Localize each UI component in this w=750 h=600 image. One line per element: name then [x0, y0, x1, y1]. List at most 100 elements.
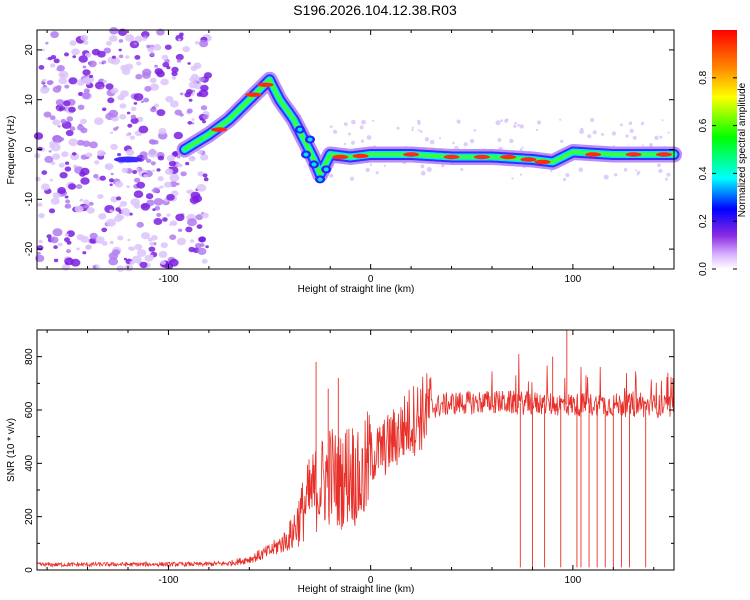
noise-speckle	[50, 31, 59, 39]
noise-speckle	[411, 128, 414, 132]
noise-speckle	[150, 161, 156, 166]
noise-speckle	[94, 160, 100, 165]
noise-speckle	[58, 107, 63, 111]
y-tick-label: 400	[24, 455, 35, 472]
noise-speckle	[66, 249, 71, 254]
noise-speckle	[559, 118, 562, 121]
noise-speckle	[68, 77, 78, 85]
spectrogram-xlabel: Height of straight line (km)	[298, 284, 415, 295]
noise-speckle	[154, 206, 161, 211]
y-tick-label: 600	[24, 401, 35, 418]
noise-speckle	[369, 163, 373, 166]
noise-speckle	[199, 117, 204, 121]
noise-speckle	[136, 181, 146, 189]
noise-speckle	[171, 76, 177, 80]
noise-speckle	[130, 114, 137, 120]
noise-speckle	[115, 207, 121, 212]
noise-speckle	[44, 155, 54, 164]
noise-speckle	[50, 197, 60, 205]
noise-speckle	[35, 254, 45, 263]
noise-speckle	[108, 35, 118, 42]
ridge-band	[317, 177, 323, 182]
y-tick-label: -20	[24, 241, 35, 256]
noise-speckle	[164, 44, 172, 50]
noise-speckle	[61, 151, 69, 158]
noise-speckle	[153, 198, 164, 206]
noise-speckle	[64, 52, 69, 57]
noise-speckle	[519, 173, 523, 176]
noise-speckle	[164, 181, 172, 188]
noise-speckle	[417, 129, 420, 132]
noise-speckle	[200, 105, 208, 111]
noise-speckle	[80, 34, 89, 41]
x-tick-label: 100	[565, 274, 582, 285]
noise-speckle	[57, 242, 63, 247]
noise-speckle	[579, 129, 584, 135]
noise-speckle	[196, 81, 200, 84]
noise-speckle	[133, 93, 144, 101]
noise-speckle	[57, 125, 61, 128]
noise-speckle	[460, 168, 464, 171]
noise-speckle	[126, 133, 131, 137]
noise-speckle	[110, 87, 119, 94]
noise-speckle	[46, 234, 52, 239]
noise-speckle	[174, 109, 183, 116]
noise-speckle	[200, 154, 209, 161]
noise-speckle	[578, 167, 584, 172]
noise-speckle	[101, 227, 108, 233]
noise-speckle	[134, 243, 143, 251]
noise-speckle	[611, 131, 617, 136]
noise-speckle	[41, 170, 48, 175]
noise-speckle	[197, 149, 203, 155]
noise-speckle	[372, 119, 375, 122]
noise-speckle	[157, 176, 164, 182]
ridge-peak	[332, 154, 349, 160]
noise-speckle	[110, 196, 118, 203]
noise-speckle	[48, 150, 52, 153]
noise-speckle	[654, 135, 659, 140]
ridge-band	[303, 152, 309, 157]
noise-speckle	[142, 155, 148, 160]
noise-speckle	[550, 169, 553, 172]
noise-speckle	[83, 205, 88, 209]
noise-speckle	[640, 121, 645, 126]
noise-speckle	[79, 171, 86, 177]
noise-speckle	[495, 120, 501, 126]
noise-speckle	[189, 76, 196, 82]
noise-speckle	[144, 85, 152, 92]
noise-speckle	[169, 234, 177, 240]
noise-speckle	[118, 48, 122, 52]
noise-speckle	[419, 130, 423, 133]
noise-speckle	[117, 153, 122, 157]
noise-speckle	[329, 173, 334, 178]
noise-speckle	[664, 177, 668, 181]
noise-speckle	[41, 48, 45, 52]
noise-speckle	[53, 258, 59, 263]
y-tick-label: 200	[24, 508, 35, 525]
noise-speckle	[156, 109, 166, 117]
noise-speckle	[456, 119, 461, 124]
noise-speckle	[82, 65, 87, 69]
noise-speckle	[195, 214, 203, 221]
noise-speckle	[202, 114, 209, 120]
noise-speckle	[182, 46, 190, 53]
noise-speckle	[140, 100, 144, 104]
noise-speckle	[205, 245, 209, 249]
noise-speckle	[37, 252, 41, 255]
noise-speckle	[187, 121, 193, 125]
y-tick-label: -10	[24, 192, 35, 207]
noise-speckle	[343, 122, 348, 126]
noise-speckle	[361, 119, 366, 125]
noise-speckle	[169, 100, 179, 108]
noise-speckle	[118, 205, 122, 208]
noise-speckle	[66, 230, 75, 238]
noise-speckle	[162, 217, 168, 222]
noise-speckle	[83, 40, 89, 45]
noise-speckle	[110, 172, 114, 176]
noise-speckle	[463, 142, 468, 147]
ridge-peak	[520, 157, 537, 162]
noise-speckle	[53, 245, 58, 250]
noise-speckle	[80, 177, 90, 185]
noise-speckle	[76, 247, 80, 251]
